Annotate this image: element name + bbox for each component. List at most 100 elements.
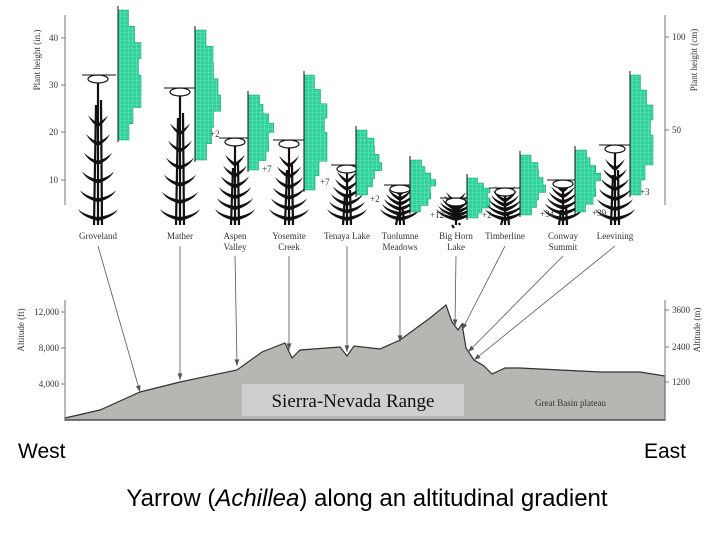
plant [215,91,274,226]
pointer-head [234,359,240,366]
flower-head [494,187,516,197]
pointer-head [177,373,183,380]
pointer-line [467,255,564,353]
axis-label: Altitude (m) [692,308,702,353]
station-label: Conway Summit [548,231,578,252]
flower-head [278,139,300,149]
station-line: Leevining [597,231,634,241]
plant [78,6,142,226]
histogram [194,29,221,161]
histogram [629,74,654,196]
tick-label: 10 [49,175,59,185]
station-line: Meadows [383,242,418,252]
flower-head [336,164,358,174]
caption-part: Yarrow ( [126,485,215,512]
tick-label: 1200 [672,377,691,387]
station-label: Aspen Valley [224,231,247,252]
histogram [574,149,601,213]
station-label: Timberline [485,231,525,241]
station-line: Timberline [485,231,525,241]
station-label: Leevining [597,231,634,241]
flower-head [552,179,574,189]
annotation: +7 [262,164,272,174]
histogram [247,94,274,171]
station-line: Big Horn [439,231,473,241]
annotation: +39 [592,208,607,218]
caption-genus: Achillea [213,485,299,512]
plant-leaves [485,185,525,221]
annotation: +12 [430,210,444,220]
station-label: Tenaya Lake [324,231,370,241]
plant [327,126,382,226]
plant-leaves [543,180,583,221]
tick-label: 3600 [672,305,691,315]
axis-label: Plant height (cm) [689,29,699,92]
pointer-head [462,323,468,330]
west-label: West [18,440,66,463]
tick-label: 50 [672,125,682,135]
tick-label: 8,000 [39,343,60,353]
plant-leaves [595,159,635,221]
range-label: Sierra-Nevada Range [271,391,434,412]
tick-label: 30 [49,80,59,90]
caption-part: ) along an altitudinal gradient [299,485,608,512]
plant-leaves [269,155,309,221]
annotation: +3 [640,187,650,197]
terrain [64,303,666,421]
tick-label: 2400 [672,342,691,352]
histogram [117,9,142,141]
station-line: Yosemite [272,231,306,241]
histogram [303,74,328,191]
plant [595,71,654,226]
station-line: Conway [548,231,578,241]
station-line: Mather [167,231,193,241]
pointer-head [468,345,475,352]
station-label: Tuolumne Meadows [382,231,419,252]
station-line: Tenaya Lake [324,231,370,241]
flower-head [389,184,411,194]
pointer-line [461,245,506,331]
station-line: Aspen [224,231,247,241]
annotation: +2 [210,129,220,139]
station-line: Groveland [79,231,117,241]
caption: Yarrow (Achillea) along an altitudinal g… [126,485,608,512]
tick-label: 40 [49,33,59,43]
axis-label: Plant height (in.) [32,30,42,91]
annotation: +7 [320,177,330,187]
plant [269,71,328,226]
plant [380,156,436,226]
plant [543,146,601,226]
axis-label: Altitude (ft) [16,308,26,351]
histogram [466,177,491,219]
plateau-label: Great Basin plateau [535,398,606,408]
pointer-line [234,255,238,367]
profile-layer: 12,000 8,000 4,000 3600 2400 1200 Sierra-Nevad… [34,245,691,421]
pointer-head [452,319,458,326]
pointer-head [135,385,141,392]
station-label: Big Horn Lake [439,231,473,252]
pointer-head [344,345,350,352]
pointer-line [97,245,141,393]
station-label: Yosemite Creek [272,231,306,252]
plant-leaves [78,115,118,221]
station-line: Creek [278,242,300,252]
plant [160,26,221,226]
flower-head [87,74,109,84]
flower-head [169,87,191,97]
plant-leaves [215,154,255,221]
pointer-head [397,335,403,342]
plant-layer: 40 30 20 10 100 50 Groveland Mather Aspen Valley Y… [49,6,686,252]
tick-label: 4,000 [39,379,60,389]
plant [485,151,546,226]
pointer-head [286,343,292,350]
station-line: Tuolumne [382,231,419,241]
flower-head [224,137,246,147]
station-line: Summit [549,242,578,252]
annotation: +2 [482,210,492,220]
pointer-line [454,255,457,327]
plant-leaves [327,171,367,221]
plant-leaves [160,123,200,221]
histogram [409,159,436,213]
histogram [519,154,546,216]
